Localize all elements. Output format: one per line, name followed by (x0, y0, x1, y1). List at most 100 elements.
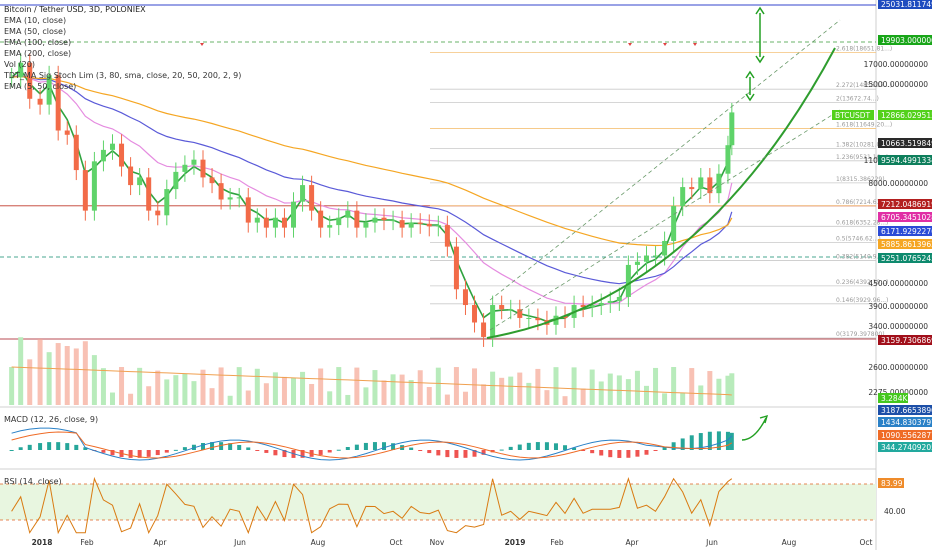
macd-badge-text: 3187.66538903 (881, 406, 932, 415)
candle-body (472, 305, 478, 323)
rsi-panel (0, 476, 876, 535)
price-badge-bg (878, 110, 932, 120)
price-badge: 3.284K (878, 393, 908, 403)
candle-body (517, 309, 523, 318)
volume-bar (689, 368, 695, 405)
legend-tdt[interactable]: TDT_MA Sig Stoch Lim (3, 80, sma, close,… (4, 71, 242, 80)
rsi-label[interactable]: RSI (14, close) (4, 477, 62, 486)
candle-body (227, 197, 233, 200)
macd-up-arrow (741, 417, 767, 441)
candle-body (707, 177, 713, 194)
price-badge: 9594.49913340 (878, 155, 932, 165)
time-tick-label: Oct (860, 538, 873, 547)
volume-bar (291, 377, 297, 405)
macd-histogram-bar (418, 450, 423, 451)
price-tick-label: 4500.00000000 (868, 279, 928, 288)
fib-label: 1(8315.386229) (836, 176, 885, 183)
legend-ema100[interactable]: EMA (100, close) (4, 38, 72, 47)
volume-bar (607, 373, 613, 405)
volume-bar (37, 339, 43, 405)
macd-histogram-bar (146, 450, 151, 457)
candle-body (164, 189, 170, 216)
macd-histogram-bar (318, 450, 323, 455)
time-tick-label: Apr (154, 538, 168, 547)
volume-bar (481, 384, 487, 405)
candle-body (173, 171, 179, 190)
price-badge-bg (832, 110, 874, 120)
price-badge: 12866.02951573 (878, 110, 932, 120)
price-badge: 19903.00000000 (878, 35, 932, 45)
price-tick-label: 2275.00000000 (868, 388, 928, 397)
macd-histogram-bar (671, 442, 676, 450)
fib-label: 2(13672.74...) (836, 96, 879, 103)
volume-bar (82, 341, 88, 405)
price-badge-text: 6171.92922764 (881, 227, 932, 236)
time-tick-label: Aug (311, 538, 326, 547)
candle-body (291, 201, 297, 228)
price-tick-label: 15000.00000000 (864, 80, 929, 89)
volume-bar (327, 391, 333, 405)
volume-bar (553, 367, 559, 405)
candle-body (100, 149, 106, 162)
volume-bars (9, 337, 735, 405)
candle-body (417, 222, 423, 224)
macd-histogram-bar (544, 442, 549, 450)
volume-bar (417, 370, 423, 405)
volume-bar (716, 378, 722, 405)
macd-badge-text: 1090.55628770 (881, 431, 932, 440)
macd-histogram-bar (436, 450, 441, 456)
volume-bar (300, 371, 306, 405)
rsi-line (11, 476, 733, 535)
macd-histogram-bar (237, 445, 242, 450)
candle-body (146, 177, 152, 211)
macd-histogram-bar (83, 447, 88, 450)
candle-body (725, 145, 731, 174)
volume-bar (318, 368, 324, 405)
volume-bar (625, 379, 631, 405)
price-badge-bg (878, 393, 908, 403)
price-badge-text: 3.284K (881, 394, 908, 403)
candle-body (218, 183, 224, 200)
price-badge-text: 6705.34510282 (881, 213, 932, 222)
legend-ema200[interactable]: EMA (200, close) (4, 49, 72, 58)
macd-histogram-bar (445, 450, 450, 458)
time-tick-label: Oct (390, 538, 403, 547)
volume-bar (336, 367, 342, 405)
macd-label[interactable]: MACD (12, 26, close, 9) (4, 415, 99, 424)
candle-body (354, 210, 360, 228)
macd-histogram-bar (608, 450, 613, 458)
volume-bar (653, 367, 659, 405)
candle-body (662, 240, 668, 256)
macd-badge: 3187.66538903 (878, 405, 932, 415)
candle-body (245, 197, 251, 223)
price-badge-bg (878, 35, 932, 45)
candle-body (689, 187, 695, 190)
volume-bar (399, 374, 405, 405)
legend-ema50[interactable]: EMA (50, close) (4, 27, 67, 36)
legend-volume[interactable]: Vol (20) (4, 60, 35, 69)
volume-bar (671, 367, 677, 405)
macd-histogram-bar (463, 450, 468, 458)
candle-body (254, 217, 260, 223)
legend-ema5-50[interactable]: EMA (5, 50, close) (4, 82, 77, 91)
volume-bar (100, 368, 106, 405)
volume-bar (182, 373, 188, 405)
macd-histogram-bar (653, 450, 658, 451)
macd-histogram-bar (137, 450, 142, 458)
candle-body (607, 300, 613, 303)
candle-body (209, 177, 215, 184)
legend-ema10[interactable]: EMA (10, close) (4, 16, 67, 25)
volume-bar (444, 394, 450, 405)
ema-lines (11, 68, 733, 323)
rsi-badge: 83.99 (878, 478, 904, 488)
macd-badge: 344.27409205 (878, 442, 932, 452)
macd-histogram-bar (65, 443, 70, 450)
volume-bar (508, 376, 514, 405)
volume-bar (372, 370, 378, 405)
price-badge-bg (878, 226, 932, 236)
macd-histogram-bar (300, 450, 305, 458)
rsi-badge-bg (878, 478, 904, 488)
candle-body (272, 217, 278, 228)
ema10-line (11, 68, 733, 323)
macd-histogram-bar (517, 444, 522, 450)
